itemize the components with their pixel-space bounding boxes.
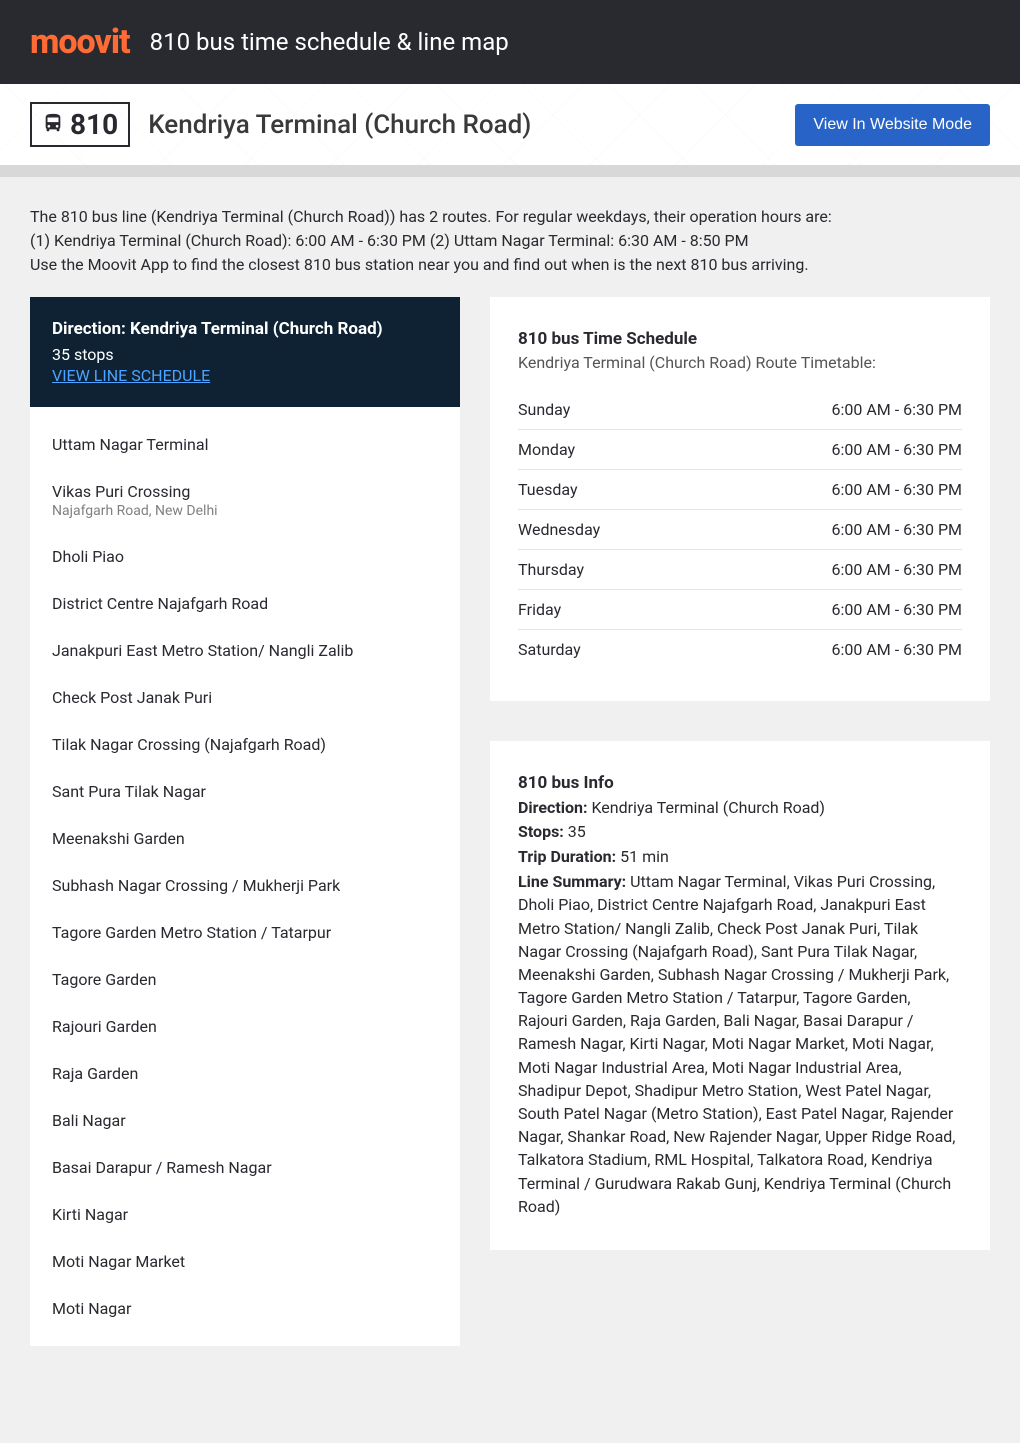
intro-text: The 810 bus line (Kendriya Terminal (Chu… [0, 177, 1020, 297]
schedule-hours: 6:00 AM - 6:30 PM [832, 400, 962, 419]
intro-line: (1) Kendriya Terminal (Church Road): 6:0… [30, 229, 990, 253]
info-duration: Trip Duration: 51 min [518, 846, 962, 868]
stop-name: Janakpuri East Metro Station/ Nangli Zal… [52, 641, 438, 660]
info-panel: 810 bus Info Direction: Kendriya Termina… [490, 741, 990, 1250]
main-content: Direction: Kendriya Terminal (Church Roa… [0, 297, 1020, 1386]
stop-name: Vikas Puri Crossing [52, 482, 438, 501]
schedule-day: Saturday [518, 640, 581, 659]
left-column: Direction: Kendriya Terminal (Church Roa… [30, 297, 460, 1346]
schedule-row: Friday 6:00 AM - 6:30 PM [518, 590, 962, 630]
intro-line: Use the Moovit App to find the closest 8… [30, 253, 990, 277]
stop-name: Moti Nagar Market [52, 1252, 438, 1271]
schedule-hours: 6:00 AM - 6:30 PM [832, 640, 962, 659]
stop-item[interactable]: Tilak Nagar Crossing (Najafgarh Road) [52, 721, 438, 768]
stops-list: Uttam Nagar Terminal Vikas Puri Crossing N… [30, 407, 460, 1346]
stop-item[interactable]: Rajouri Garden [52, 1003, 438, 1050]
view-website-button[interactable]: View In Website Mode [795, 104, 990, 146]
stop-name: Dholi Piao [52, 547, 438, 566]
stop-item[interactable]: Dholi Piao [52, 533, 438, 580]
route-name: Kendriya Terminal (Church Road) [148, 110, 531, 140]
schedule-day: Tuesday [518, 480, 578, 499]
stop-name: Subhash Nagar Crossing / Mukherji Park [52, 876, 438, 895]
header-bar: moovit 810 bus time schedule & line map [0, 0, 1020, 84]
stop-name: Tagore Garden Metro Station / Tatarpur [52, 923, 438, 942]
view-schedule-link[interactable]: VIEW LINE SCHEDULE [52, 366, 210, 385]
subheader-left: 810 Kendriya Terminal (Church Road) [30, 102, 531, 147]
moovit-logo[interactable]: moovit [30, 22, 130, 62]
stops-count: 35 stops [52, 345, 438, 364]
schedule-day: Thursday [518, 560, 584, 579]
schedule-panel: 810 bus Time Schedule Kendriya Terminal … [490, 297, 990, 701]
stop-item[interactable]: Meenakshi Garden [52, 815, 438, 862]
stop-item[interactable]: Vikas Puri Crossing Najafgarh Road, New D… [52, 468, 438, 533]
direction-label: Direction: Kendriya Terminal (Church Roa… [52, 319, 438, 339]
schedule-row: Saturday 6:00 AM - 6:30 PM [518, 630, 962, 669]
stop-item[interactable]: Moti Nagar [52, 1285, 438, 1332]
schedule-title: 810 bus Time Schedule [518, 329, 962, 349]
stop-name: District Centre Najafgarh Road [52, 594, 438, 613]
stop-name: Check Post Janak Puri [52, 688, 438, 707]
stop-item[interactable]: Tagore Garden [52, 956, 438, 1003]
schedule-subtitle: Kendriya Terminal (Church Road) Route Ti… [518, 353, 962, 372]
stop-name: Kirti Nagar [52, 1205, 438, 1224]
stop-item[interactable]: Janakpuri East Metro Station/ Nangli Zal… [52, 627, 438, 674]
schedule-row: Thursday 6:00 AM - 6:30 PM [518, 550, 962, 590]
bus-icon [42, 108, 64, 141]
right-column: 810 bus Time Schedule Kendriya Terminal … [490, 297, 990, 1250]
schedule-hours: 6:00 AM - 6:30 PM [832, 600, 962, 619]
stop-item[interactable]: Moti Nagar Market [52, 1238, 438, 1285]
stop-item[interactable]: Sant Pura Tilak Nagar [52, 768, 438, 815]
direction-box: Direction: Kendriya Terminal (Church Roa… [30, 297, 460, 407]
intro-line: The 810 bus line (Kendriya Terminal (Chu… [30, 205, 990, 229]
stop-name: Uttam Nagar Terminal [52, 435, 438, 454]
stop-name: Moti Nagar [52, 1299, 438, 1318]
schedule-row: Wednesday 6:00 AM - 6:30 PM [518, 510, 962, 550]
schedule-day: Friday [518, 600, 561, 619]
stop-name: Sant Pura Tilak Nagar [52, 782, 438, 801]
schedule-day: Wednesday [518, 520, 600, 539]
stop-item[interactable]: Subhash Nagar Crossing / Mukherji Park [52, 862, 438, 909]
schedule-hours: 6:00 AM - 6:30 PM [832, 480, 962, 499]
stop-name: Meenakshi Garden [52, 829, 438, 848]
stop-name: Rajouri Garden [52, 1017, 438, 1036]
page-title: 810 bus time schedule & line map [150, 28, 509, 56]
line-badge: 810 [30, 102, 130, 147]
schedule-day: Monday [518, 440, 575, 459]
info-direction: Direction: Kendriya Terminal (Church Roa… [518, 797, 962, 819]
schedule-row: Sunday 6:00 AM - 6:30 PM [518, 390, 962, 430]
stop-name: Tagore Garden [52, 970, 438, 989]
stop-item[interactable]: Uttam Nagar Terminal [52, 421, 438, 468]
schedule-table: Sunday 6:00 AM - 6:30 PM Monday 6:00 AM - 6… [518, 390, 962, 669]
schedule-row: Monday 6:00 AM - 6:30 PM [518, 430, 962, 470]
stop-name: Basai Darapur / Ramesh Nagar [52, 1158, 438, 1177]
stop-name: Bali Nagar [52, 1111, 438, 1130]
stop-item[interactable]: Bali Nagar [52, 1097, 438, 1144]
stop-subtitle: Najafgarh Road, New Delhi [52, 503, 438, 519]
stop-item[interactable]: Kirti Nagar [52, 1191, 438, 1238]
schedule-hours: 6:00 AM - 6:30 PM [832, 520, 962, 539]
subheader: 810 Kendriya Terminal (Church Road) View… [0, 84, 1020, 177]
stop-item[interactable]: Raja Garden [52, 1050, 438, 1097]
stop-name: Raja Garden [52, 1064, 438, 1083]
info-title: 810 bus Info [518, 773, 962, 793]
stop-name: Tilak Nagar Crossing (Najafgarh Road) [52, 735, 438, 754]
stop-item[interactable]: Basai Darapur / Ramesh Nagar [52, 1144, 438, 1191]
schedule-day: Sunday [518, 400, 570, 419]
info-summary: Line Summary: Uttam Nagar Terminal, Vika… [518, 870, 962, 1218]
schedule-hours: 6:00 AM - 6:30 PM [832, 560, 962, 579]
stop-item[interactable]: District Centre Najafgarh Road [52, 580, 438, 627]
stop-item[interactable]: Tagore Garden Metro Station / Tatarpur [52, 909, 438, 956]
stop-item[interactable]: Check Post Janak Puri [52, 674, 438, 721]
info-stops: Stops: 35 [518, 821, 962, 843]
schedule-hours: 6:00 AM - 6:30 PM [832, 440, 962, 459]
schedule-row: Tuesday 6:00 AM - 6:30 PM [518, 470, 962, 510]
line-number: 810 [70, 108, 118, 141]
